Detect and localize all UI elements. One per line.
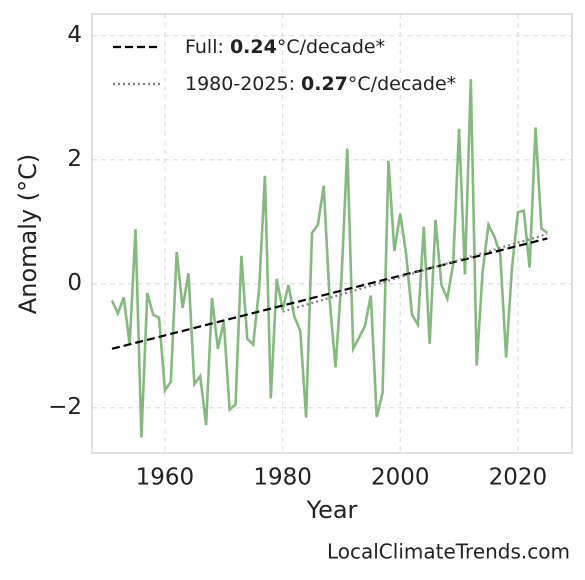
y-axis-label: Anomaly (°C) xyxy=(14,154,42,314)
series-line xyxy=(282,233,548,313)
x-tick-label: 1980 xyxy=(253,465,312,491)
x-tick-label: 1960 xyxy=(136,465,195,491)
y-tick-label: −2 xyxy=(48,394,82,420)
plot-frame xyxy=(91,13,573,454)
y-tick-label: 2 xyxy=(67,146,82,172)
x-tick-label: 2020 xyxy=(489,465,548,491)
legend-label: Full: 0.24°C/decade* xyxy=(185,36,385,58)
legend-label: 1980-2025: 0.27°C/decade* xyxy=(185,73,456,95)
x-tick-label: 2000 xyxy=(371,465,430,491)
series-line xyxy=(110,79,549,438)
series-line xyxy=(111,237,548,350)
y-tick-label: 0 xyxy=(67,270,82,296)
y-tick-label: 4 xyxy=(67,22,82,48)
x-axis-label: Year xyxy=(306,496,358,524)
footer: LocalClimateTrends.com xyxy=(327,540,570,564)
